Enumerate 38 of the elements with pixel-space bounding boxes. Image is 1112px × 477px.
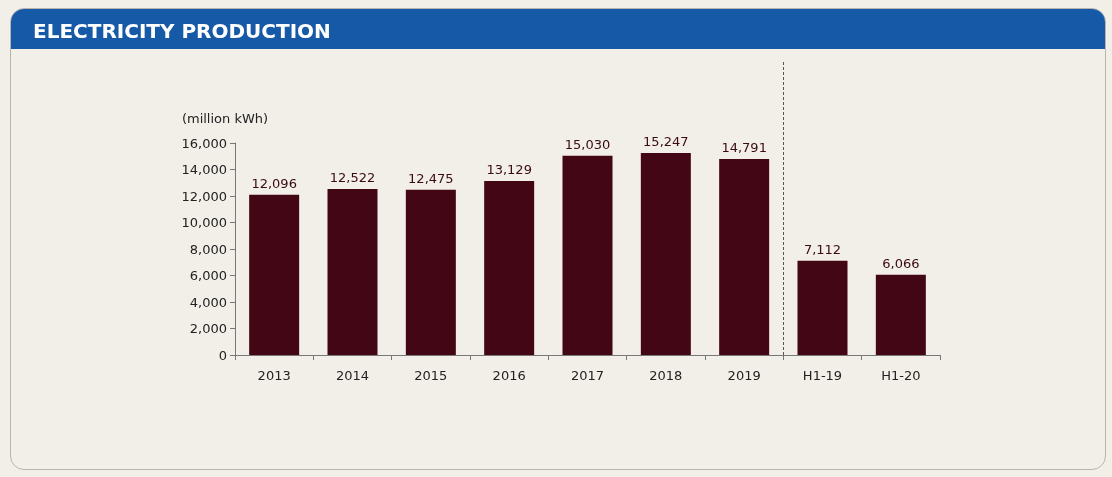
- data-label: 12,522: [329, 170, 376, 186]
- bar: [797, 260, 848, 355]
- x-tick-label: H1-19: [802, 368, 843, 383]
- bar: [249, 194, 300, 355]
- data-label: 6,066: [882, 255, 920, 271]
- data-label: 7,112: [803, 241, 842, 257]
- bar: [719, 159, 770, 355]
- x-tick-label: 2016: [492, 368, 526, 383]
- bar: [562, 155, 613, 355]
- x-tick-label: H1-20: [881, 368, 921, 383]
- x-tick-label: 2013: [257, 368, 291, 383]
- y-tick-label: 0: [218, 347, 227, 363]
- x-tick-label: 2014: [335, 368, 370, 383]
- data-label: 12,096: [251, 175, 297, 191]
- x-tick-label: 2019: [727, 368, 761, 383]
- data-label: 14,791: [721, 140, 767, 156]
- data-label: 12,475: [408, 170, 454, 186]
- y-tick-label: 14,000: [181, 162, 227, 177]
- y-tick-label: 8,000: [189, 241, 227, 257]
- data-label: 13,129: [486, 162, 532, 178]
- data-label: 15,247: [643, 133, 689, 149]
- x-tick-label: 2017: [570, 368, 605, 383]
- bar: [875, 274, 926, 355]
- y-tick-label: 16,000: [181, 135, 227, 151]
- bar: [640, 152, 691, 355]
- data-label: 15,030: [564, 136, 611, 152]
- bar: [327, 189, 378, 355]
- y-tick-label: 10,000: [181, 215, 227, 230]
- y-tick-label: 4,000: [189, 294, 227, 310]
- x-tick-label: 2015: [414, 368, 448, 383]
- chart-title: ELECTRICITY PRODUCTION: [11, 9, 1105, 49]
- bar: [484, 181, 535, 355]
- y-tick-label: 2,000: [189, 321, 227, 336]
- y-tick-label: 6,000: [189, 268, 227, 283]
- x-tick-label: 2018: [649, 368, 683, 383]
- y-axis-title: (million kWh): [181, 111, 269, 126]
- bar: [405, 189, 456, 355]
- y-tick-label: 12,000: [181, 188, 227, 204]
